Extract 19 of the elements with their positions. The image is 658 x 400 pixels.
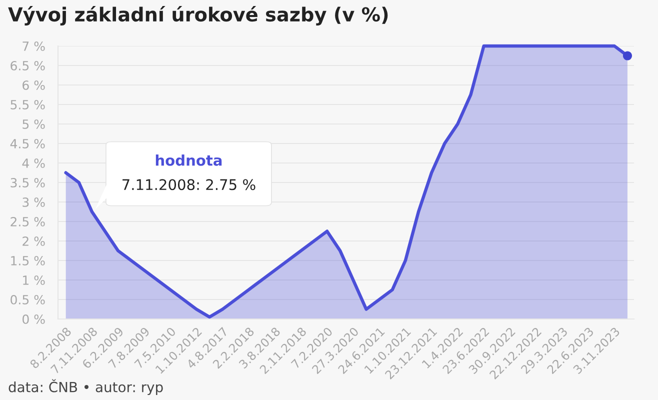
y-tick-label: 5 % <box>22 119 45 129</box>
text: hodnota <box>156 154 222 166</box>
chart-title: Vývoj základní úrokové sazby (v %) <box>8 6 388 26</box>
text: data: ČNB • autor: ryp <box>8 379 163 395</box>
y-tick-label: 1.5 % <box>11 256 45 266</box>
y-tick-label: 6 % <box>22 80 45 90</box>
y-tick-label: 2.5 % <box>10 216 45 226</box>
y-tick-label: 0 % <box>22 314 45 324</box>
y-tick-label: 5.5 % <box>10 100 45 110</box>
annotation: 7.11.2008: 2.75 % <box>122 179 256 190</box>
y-tick-label: 4 % <box>22 158 45 168</box>
y-tick-label: 1 % <box>23 275 45 285</box>
y-tick-label: 6.5 % <box>10 60 45 70</box>
y-tick-label: 2 % <box>22 236 45 246</box>
y-tick-label: 4.5 % <box>10 138 45 148</box>
y-tick-label: 0.5 % <box>10 294 45 304</box>
y-tick-label: 7 % <box>22 41 45 51</box>
y-tick-label: 3 % <box>22 197 45 207</box>
y-tick-label: 3.5 % <box>10 178 45 188</box>
